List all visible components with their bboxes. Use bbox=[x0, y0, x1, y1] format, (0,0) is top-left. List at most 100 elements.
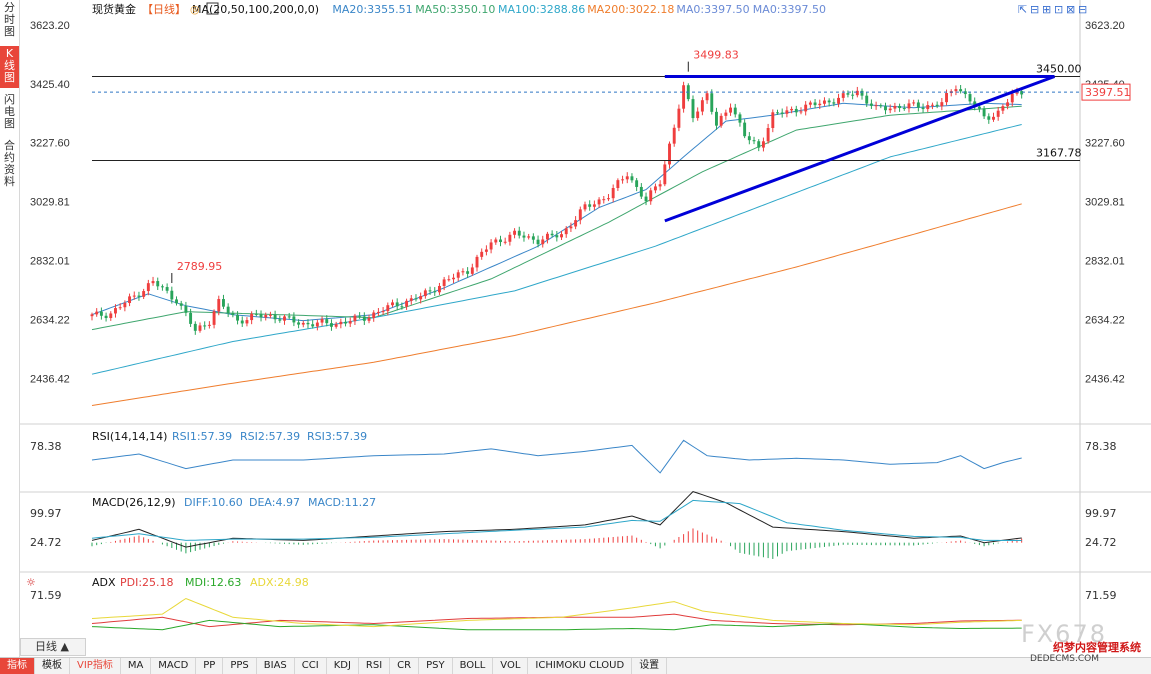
candle-body bbox=[292, 316, 296, 323]
candle-body bbox=[503, 241, 507, 243]
candle-body bbox=[278, 319, 282, 321]
rsi2-label: RSI2:57.39 bbox=[240, 430, 300, 443]
header-ma100: MA100:3288.86 bbox=[498, 3, 585, 16]
macd-macd-label: MACD:11.27 bbox=[308, 496, 376, 509]
candle-body bbox=[630, 176, 634, 181]
adx-mdi-label: MDI:12.63 bbox=[185, 576, 241, 589]
toolbar-item-14[interactable]: VOL bbox=[493, 658, 529, 674]
candle-body bbox=[522, 235, 526, 238]
candle-body bbox=[564, 228, 568, 235]
toolbar-item-13[interactable]: BOLL bbox=[453, 658, 494, 674]
candle-body bbox=[940, 102, 944, 107]
candle-body bbox=[170, 290, 174, 300]
candle-body bbox=[808, 102, 812, 105]
toolbar-item-5[interactable]: PP bbox=[196, 658, 224, 674]
candle-body bbox=[109, 313, 113, 319]
candle-body bbox=[212, 311, 216, 325]
macd-dea-line bbox=[91, 499, 1022, 541]
tab-1[interactable]: K 线 图 bbox=[0, 46, 19, 88]
candle-body bbox=[621, 179, 625, 181]
candle-body bbox=[381, 311, 385, 313]
candle-body bbox=[884, 106, 887, 111]
candle-body bbox=[475, 256, 479, 268]
candle-body bbox=[104, 315, 108, 319]
macd-axis-mid-left: 24.72 bbox=[30, 536, 62, 549]
candle-body bbox=[268, 314, 272, 316]
rsi3-label: RSI3:57.39 bbox=[307, 430, 367, 443]
candle-body bbox=[644, 196, 648, 202]
toolbar-icon-1[interactable]: ⊟ bbox=[1030, 3, 1039, 16]
ma50-line bbox=[91, 105, 1022, 331]
y-tick-left-6: 2436.42 bbox=[30, 373, 70, 385]
candle-body bbox=[499, 239, 502, 243]
candle-body bbox=[315, 322, 319, 327]
candle-body bbox=[193, 323, 197, 331]
candle-body bbox=[447, 279, 451, 281]
chart-area[interactable]: 3623.203623.203425.403425.403227.603227.… bbox=[20, 0, 1151, 637]
header-ma20: MA20:3355.51 bbox=[332, 3, 412, 16]
candle-body bbox=[705, 93, 709, 101]
ma200-line bbox=[91, 203, 1022, 406]
candle-body bbox=[461, 271, 465, 273]
candle-body bbox=[902, 108, 906, 110]
candle-body bbox=[752, 140, 756, 142]
macd-label: MACD(26,12,9) bbox=[92, 496, 176, 509]
toolbar-icon-3[interactable]: ⊡ bbox=[1054, 3, 1063, 16]
candle-body bbox=[1001, 106, 1005, 111]
toolbar-item-10[interactable]: RSI bbox=[359, 658, 391, 674]
candle-body bbox=[715, 111, 718, 126]
tab-2[interactable]: 闪 电 图 bbox=[4, 93, 15, 130]
toolbar-item-15[interactable]: ICHIMOKU CLOUD bbox=[528, 658, 633, 674]
candle-body bbox=[823, 100, 826, 104]
adx-pdi-label: PDI:25.18 bbox=[120, 576, 174, 589]
tab-0[interactable]: 分 时 图 bbox=[4, 1, 15, 38]
toolbar-icon-0[interactable]: ⇱ bbox=[1018, 3, 1027, 16]
candle-body bbox=[555, 235, 559, 238]
candle-body bbox=[945, 93, 948, 103]
toolbar-item-0[interactable]: 指标 bbox=[0, 658, 35, 674]
candle-body bbox=[649, 190, 653, 202]
candle-body bbox=[344, 321, 347, 324]
toolbar-item-4[interactable]: MACD bbox=[151, 658, 197, 674]
toolbar-icon-2[interactable]: ⊞ bbox=[1042, 3, 1051, 16]
candle-body bbox=[724, 112, 728, 116]
candle-body bbox=[602, 199, 606, 201]
tab-3[interactable]: 合 约 资 料 bbox=[4, 139, 15, 188]
ma100-line bbox=[91, 124, 1022, 375]
candle-body bbox=[114, 308, 117, 314]
candle-body bbox=[588, 204, 592, 207]
y-tick-right-0: 3623.20 bbox=[1085, 20, 1125, 32]
candle-body bbox=[874, 105, 878, 107]
toolbar-icon-4[interactable]: ⊠ bbox=[1066, 3, 1075, 16]
toolbar-icon-5[interactable]: ⊟ bbox=[1078, 3, 1087, 16]
sun-icon: ☼ bbox=[26, 576, 36, 589]
indicator-panes bbox=[91, 439, 1023, 631]
candle-body bbox=[855, 90, 859, 96]
candle-body bbox=[729, 107, 733, 113]
peak-label: 3499.83 bbox=[693, 49, 739, 62]
candle-body bbox=[710, 93, 714, 112]
header-symbol: 现货黄金 bbox=[92, 2, 136, 16]
toolbar-item-11[interactable]: CR bbox=[390, 658, 420, 674]
candle-body bbox=[832, 102, 836, 104]
toolbar-item-1[interactable]: 模板 bbox=[35, 658, 70, 674]
y-tick-right-5: 2634.22 bbox=[1085, 314, 1125, 326]
candle-body bbox=[358, 315, 362, 317]
toolbar-item-8[interactable]: CCI bbox=[295, 658, 327, 674]
period-selector-button[interactable]: 日线 ▲ bbox=[20, 638, 86, 656]
candle-body bbox=[860, 90, 864, 96]
candle-body bbox=[907, 103, 911, 109]
toolbar-item-2[interactable]: VIP指标 bbox=[70, 658, 121, 674]
toolbar-item-3[interactable]: MA bbox=[121, 658, 152, 674]
candle-body bbox=[607, 198, 610, 200]
candle-body bbox=[921, 107, 925, 110]
header-ma0a: MA0:3397.50 bbox=[676, 3, 749, 16]
candle-body bbox=[560, 234, 563, 238]
candle-body bbox=[963, 91, 967, 95]
candle-body bbox=[766, 128, 770, 142]
toolbar-item-12[interactable]: PSY bbox=[419, 658, 453, 674]
toolbar-item-6[interactable]: PPS bbox=[223, 658, 257, 674]
toolbar-item-16[interactable]: 设置 bbox=[632, 658, 668, 674]
toolbar-item-9[interactable]: KDJ bbox=[327, 658, 359, 674]
toolbar-item-7[interactable]: BIAS bbox=[257, 658, 295, 674]
